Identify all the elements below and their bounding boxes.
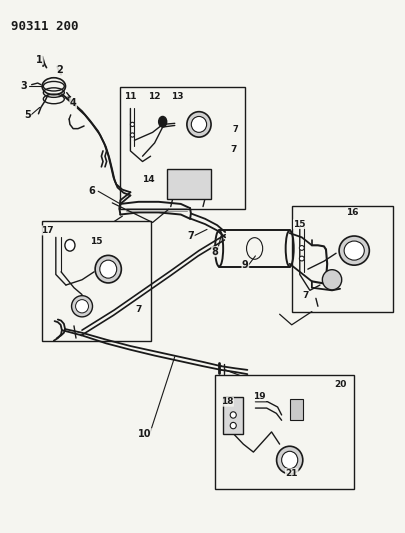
Bar xyxy=(223,398,243,433)
Bar xyxy=(42,221,150,341)
Text: 9: 9 xyxy=(241,261,248,270)
Ellipse shape xyxy=(230,422,236,429)
Text: 11: 11 xyxy=(124,92,136,101)
Text: 7: 7 xyxy=(230,146,236,155)
Text: 14: 14 xyxy=(142,174,154,183)
Text: 4: 4 xyxy=(70,98,77,108)
Text: 7: 7 xyxy=(187,231,194,241)
Text: 13: 13 xyxy=(170,92,183,101)
Ellipse shape xyxy=(75,300,88,313)
Text: 18: 18 xyxy=(220,397,233,406)
Text: 6: 6 xyxy=(89,186,95,196)
Ellipse shape xyxy=(130,122,134,126)
Ellipse shape xyxy=(95,255,121,283)
Ellipse shape xyxy=(130,133,134,137)
Text: 17: 17 xyxy=(41,226,54,235)
Bar xyxy=(120,87,245,209)
Ellipse shape xyxy=(100,260,116,278)
Text: 5: 5 xyxy=(24,110,31,120)
Text: 15: 15 xyxy=(293,220,305,229)
Ellipse shape xyxy=(343,241,363,260)
Ellipse shape xyxy=(71,296,92,317)
Text: 16: 16 xyxy=(345,208,358,217)
Ellipse shape xyxy=(298,256,303,261)
Text: 7: 7 xyxy=(232,125,238,134)
Text: 12: 12 xyxy=(148,92,160,101)
Bar xyxy=(166,169,211,199)
Circle shape xyxy=(158,116,166,127)
Text: 7: 7 xyxy=(302,291,308,300)
Text: 10: 10 xyxy=(137,429,151,439)
Text: 19: 19 xyxy=(252,392,265,401)
Text: 8: 8 xyxy=(211,247,218,257)
Bar xyxy=(291,206,392,312)
Ellipse shape xyxy=(338,236,369,265)
Text: 1: 1 xyxy=(36,55,43,64)
Ellipse shape xyxy=(276,446,302,474)
Bar xyxy=(289,399,302,420)
Text: 2: 2 xyxy=(56,66,63,75)
Ellipse shape xyxy=(65,239,75,251)
Ellipse shape xyxy=(191,116,206,132)
Text: 20: 20 xyxy=(333,379,345,389)
Ellipse shape xyxy=(230,412,236,418)
Text: 15: 15 xyxy=(90,237,102,246)
Text: 3: 3 xyxy=(20,81,27,91)
Bar xyxy=(215,375,353,489)
Ellipse shape xyxy=(186,112,211,137)
Ellipse shape xyxy=(281,451,297,469)
Ellipse shape xyxy=(298,246,303,251)
Text: 21: 21 xyxy=(285,469,297,478)
Text: 90311 200: 90311 200 xyxy=(11,20,79,33)
Text: 7: 7 xyxy=(135,305,141,314)
Ellipse shape xyxy=(322,270,341,290)
